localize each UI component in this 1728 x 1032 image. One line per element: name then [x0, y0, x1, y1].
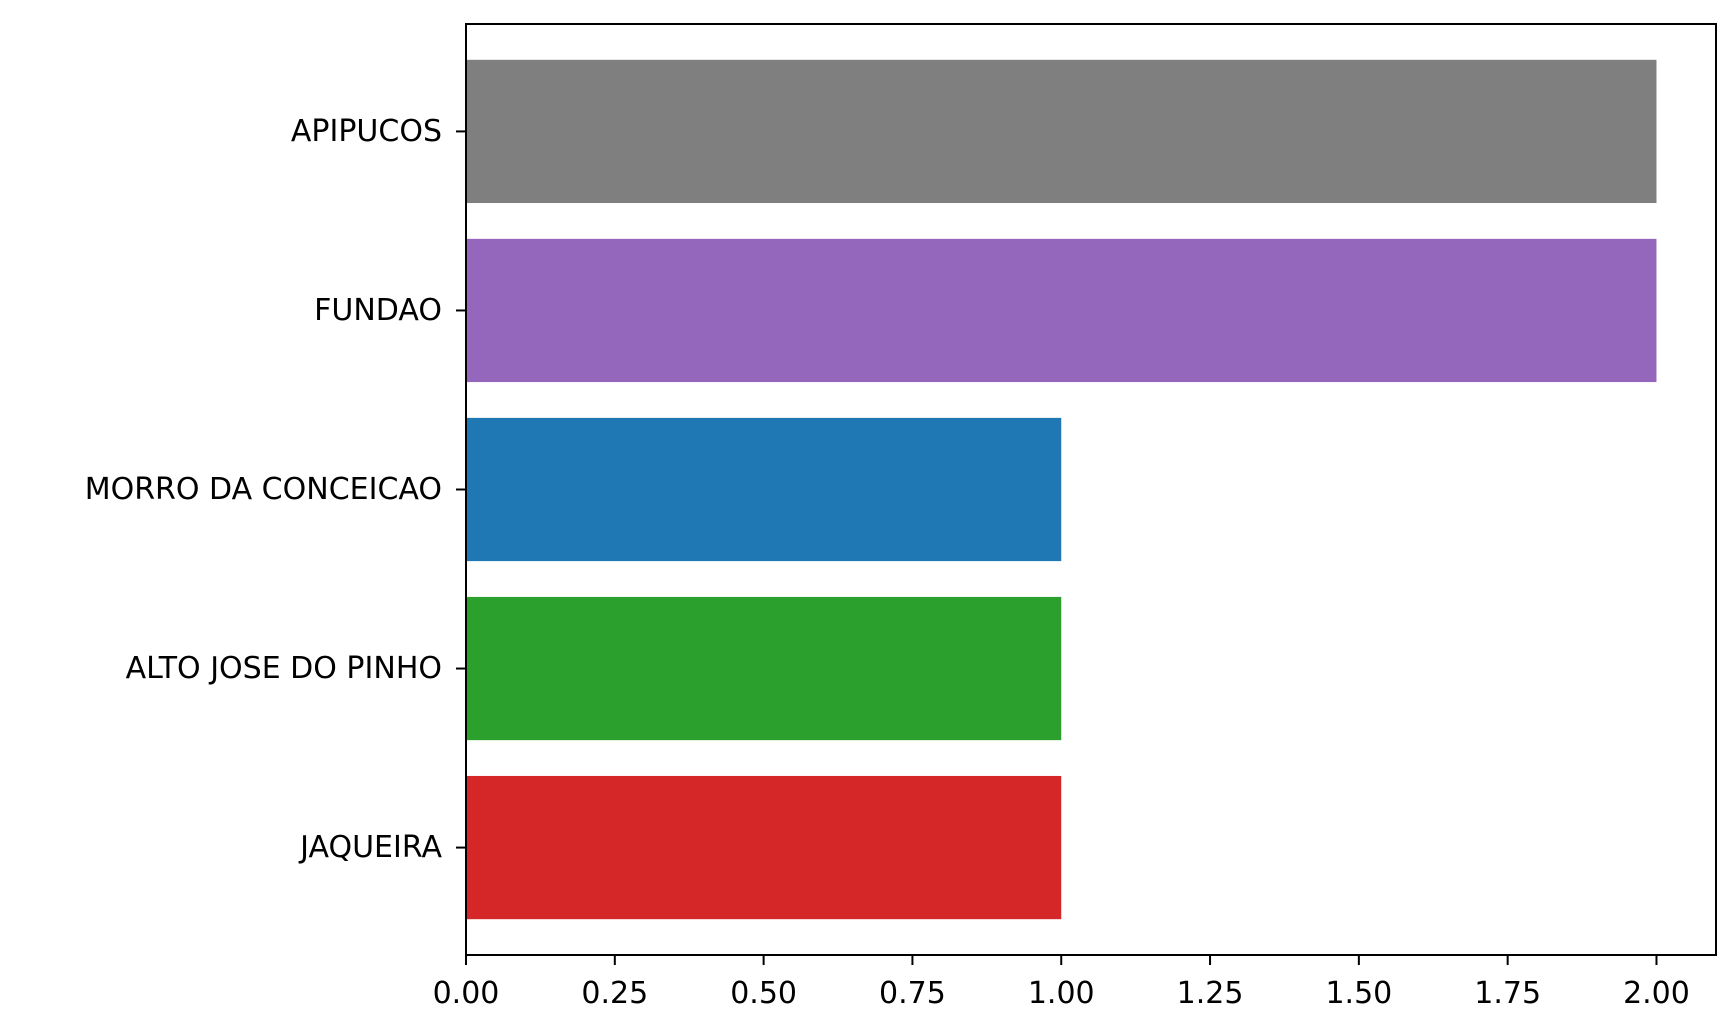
bar-morro-da-conceicao	[466, 417, 1062, 562]
bar-jaqueira	[466, 775, 1062, 920]
x-tick-label: 1.50	[1325, 976, 1392, 1011]
bars-layer	[466, 59, 1657, 920]
bar-apipucos	[466, 59, 1657, 204]
x-tick-label: 1.00	[1028, 976, 1095, 1011]
y-tick-label: ALTO JOSE DO PINHO	[126, 651, 442, 686]
x-tick-label: 1.25	[1177, 976, 1244, 1011]
y-axis: APIPUCOS FUNDAO MORRO DA CONCEICAO ALTO JOS…	[85, 114, 466, 865]
x-tick-label: 0.50	[730, 976, 797, 1011]
y-tick-label: APIPUCOS	[291, 114, 442, 149]
bar-fundao	[466, 238, 1657, 383]
plot-frame	[465, 23, 1717, 956]
x-axis: 0.00 0.25 0.50 0.75 1.00 1.25 1.50 1.75 2.00	[433, 955, 1690, 1011]
x-tick-label: 2.00	[1623, 976, 1690, 1011]
y-tick-label: JAQUEIRA	[298, 830, 442, 865]
bar-alto-jose-do-pinho	[466, 596, 1062, 741]
x-tick-label: 1.75	[1474, 976, 1541, 1011]
x-tick-label: 0.25	[581, 976, 648, 1011]
y-tick-label: MORRO DA CONCEICAO	[85, 472, 442, 507]
x-tick-label: 0.75	[879, 976, 946, 1011]
x-tick-label: 0.00	[433, 976, 500, 1011]
y-tick-label: FUNDAO	[314, 293, 442, 328]
